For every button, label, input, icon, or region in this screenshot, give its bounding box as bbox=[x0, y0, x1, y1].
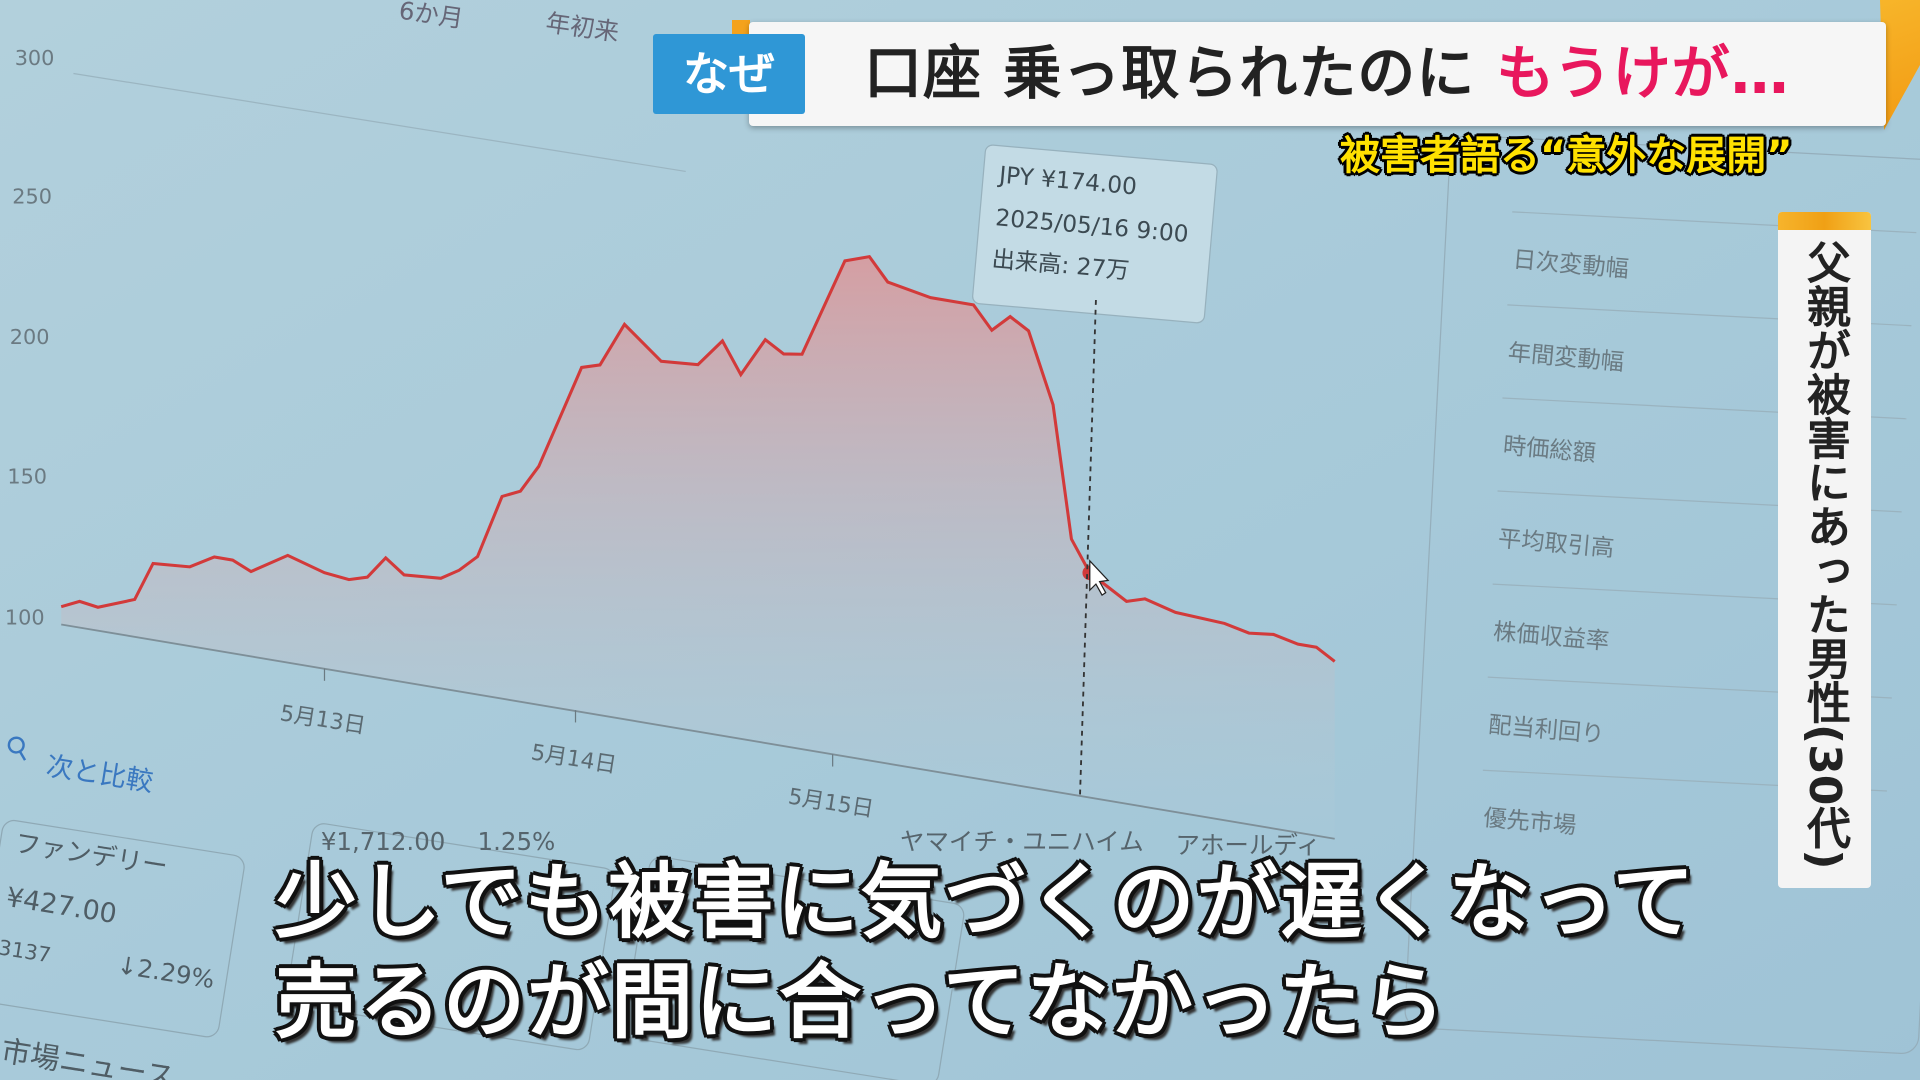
stock-card[interactable]: アホールディ bbox=[1176, 830, 1321, 859]
stock-name: アホールディ bbox=[1176, 830, 1321, 859]
headline-banner: 口座 乗っ取られたのに もうけが… bbox=[749, 22, 1886, 126]
mouse-cursor-icon bbox=[1089, 559, 1110, 596]
headline-subtitle: 被害者語る“意外な展開” bbox=[1340, 133, 1793, 179]
stock-card[interactable]: ヤマイチ・ユニハイム bbox=[622, 827, 1144, 1080]
x-axis-line bbox=[61, 623, 1335, 840]
speaker-label-text: 父親が被害にあった男性(30代) bbox=[1799, 240, 1850, 870]
speaker-label: 父親が被害にあった男性(30代) bbox=[1778, 212, 1871, 888]
y-tick-label: 300 bbox=[15, 46, 55, 70]
stock-card[interactable]: ¥1,712.00 1.25% bbox=[285, 822, 616, 1051]
y-tick-label: 250 bbox=[12, 184, 52, 208]
y-axis: 300 250 200 150 100 bbox=[5, 46, 54, 630]
price-area bbox=[61, 256, 1335, 839]
top-gridline bbox=[73, 72, 686, 173]
stock-price: ¥1,712.00 bbox=[321, 827, 446, 856]
hover-crosshair bbox=[1079, 299, 1097, 796]
topic-tag: なぜ bbox=[653, 34, 805, 114]
headline-main: 口座 乗っ取られたのに bbox=[864, 39, 1476, 107]
topic-tag-label: なぜ bbox=[683, 47, 775, 101]
caption-line-2: 売るのが間に合ってなかったら bbox=[275, 955, 1447, 1050]
search-icon bbox=[7, 736, 25, 754]
stock-change: 1.25% bbox=[478, 827, 556, 856]
stock-name: ヤマイチ・ユニハイム bbox=[900, 827, 1144, 856]
headline-accent: もうけが… bbox=[1496, 39, 1790, 107]
y-tick-label: 100 bbox=[5, 605, 45, 629]
y-tick-label: 200 bbox=[10, 325, 50, 349]
speaker-label-accent bbox=[1778, 212, 1871, 230]
price-line bbox=[60, 254, 1336, 663]
price-tooltip: JPY ¥174.00 2025/05/16 9:00 出来高: 27万 bbox=[972, 144, 1218, 324]
y-tick-label: 150 bbox=[7, 465, 47, 489]
caption-line-1: 少しでも被害に気づくのが遅くなって bbox=[275, 855, 1697, 950]
